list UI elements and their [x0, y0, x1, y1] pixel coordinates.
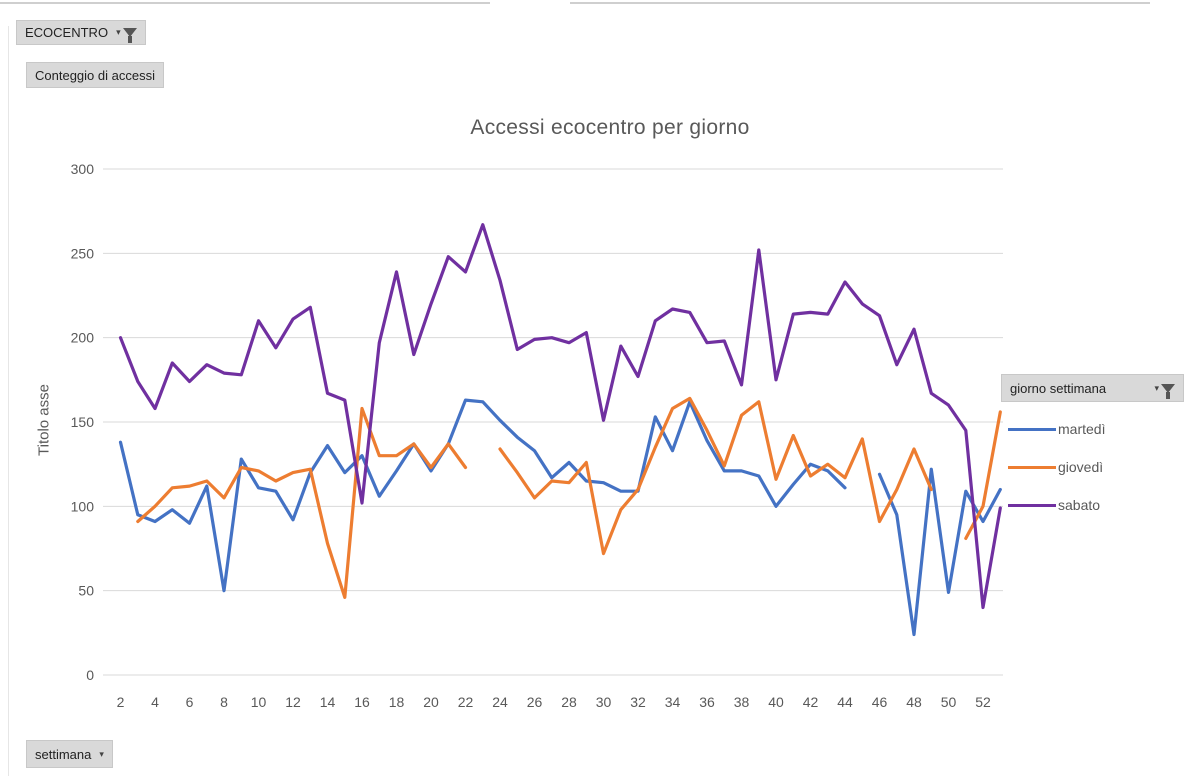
filter-icon	[122, 28, 137, 43]
top-border-right	[570, 2, 1150, 4]
x-tick-label: 30	[596, 694, 612, 710]
dropdown-arrow-icon: ▾	[1154, 382, 1159, 393]
top-border-left	[0, 2, 490, 4]
y-tick-label: 200	[71, 330, 95, 346]
y-tick-label: 300	[71, 161, 95, 177]
y-tick-label: 0	[86, 667, 94, 683]
legend-label: martedì	[1058, 421, 1106, 437]
y-tick-label: 50	[78, 583, 94, 599]
legend-item: sabato	[1008, 486, 1105, 524]
x-tick-label: 10	[251, 694, 267, 710]
x-tick-label: 16	[354, 694, 370, 710]
x-tick-label: 20	[423, 694, 439, 710]
pivot-value-field-label: Conteggio di accessi	[35, 67, 155, 83]
x-tick-label: 4	[151, 694, 159, 710]
pivot-legend-field-label: giorno settimana	[1010, 380, 1107, 396]
x-tick-label: 14	[320, 694, 336, 710]
y-tick-label: 100	[71, 498, 95, 514]
chart-title: Accessi ecocentro per giorno	[470, 116, 750, 139]
x-tick-label: 8	[220, 694, 228, 710]
series-line-2	[136, 396, 1002, 599]
y-tick-label: 250	[71, 245, 95, 261]
pivot-legend-field-button[interactable]: giorno settimana ▾	[1001, 374, 1184, 402]
x-tick-label: 40	[768, 694, 784, 710]
x-tick-label: 46	[872, 694, 888, 710]
dropdown-arrow-icon: ▾	[116, 27, 121, 37]
x-tick-label: 18	[389, 694, 405, 710]
x-tick-label: 26	[527, 694, 543, 710]
series-line-3	[118, 223, 1002, 610]
x-tick-label: 28	[561, 694, 577, 710]
x-tick-label: 22	[458, 694, 474, 710]
x-tick-label: 34	[665, 694, 681, 710]
x-tick-label: 48	[906, 694, 922, 710]
legend-swatch	[1008, 427, 1056, 431]
series-line-1	[118, 398, 1002, 637]
x-tick-label: 6	[186, 694, 194, 710]
dropdown-arrow-icon: ▾	[99, 748, 104, 759]
x-tick-label: 12	[285, 694, 301, 710]
legend-swatch	[1008, 503, 1056, 507]
x-tick-label: 2	[117, 694, 125, 710]
x-tick-label: 42	[803, 694, 819, 710]
pivot-filter-label: ECOCENTRO	[25, 25, 109, 40]
legend-label: sabato	[1058, 497, 1101, 513]
x-tick-label: 36	[699, 694, 715, 710]
x-tick-label: 38	[734, 694, 750, 710]
pivot-value-field-button[interactable]: Conteggio di accessi	[26, 62, 164, 88]
x-tick-label: 44	[837, 694, 853, 710]
top-border	[0, 0, 1192, 6]
legend-swatch	[1008, 465, 1056, 469]
y-tick-label: 150	[71, 414, 95, 430]
x-tick-label: 50	[941, 694, 957, 710]
legend-label: giovedì	[1058, 459, 1104, 475]
pivot-axis-field-label: settimana	[35, 746, 92, 762]
x-tick-label: 24	[492, 694, 508, 710]
chart-area-border	[8, 26, 9, 776]
x-tick-label: 32	[630, 694, 646, 710]
x-tick-label: 52	[975, 694, 991, 710]
legend-item: giovedì	[1008, 448, 1105, 486]
pivot-axis-field-button[interactable]: settimana ▾	[26, 740, 113, 768]
legend: martedì giovedì sabato	[1008, 410, 1105, 524]
pivot-filter-button[interactable]: ECOCENTRO ▾	[16, 20, 146, 45]
filter-icon	[1161, 383, 1175, 399]
legend-item: martedì	[1008, 410, 1105, 448]
